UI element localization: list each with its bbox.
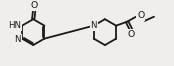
Text: O: O bbox=[31, 1, 38, 10]
Text: O: O bbox=[128, 30, 135, 39]
Text: N: N bbox=[90, 21, 97, 30]
Text: HN: HN bbox=[8, 21, 21, 30]
Text: N: N bbox=[14, 35, 21, 44]
Text: O: O bbox=[137, 11, 144, 20]
